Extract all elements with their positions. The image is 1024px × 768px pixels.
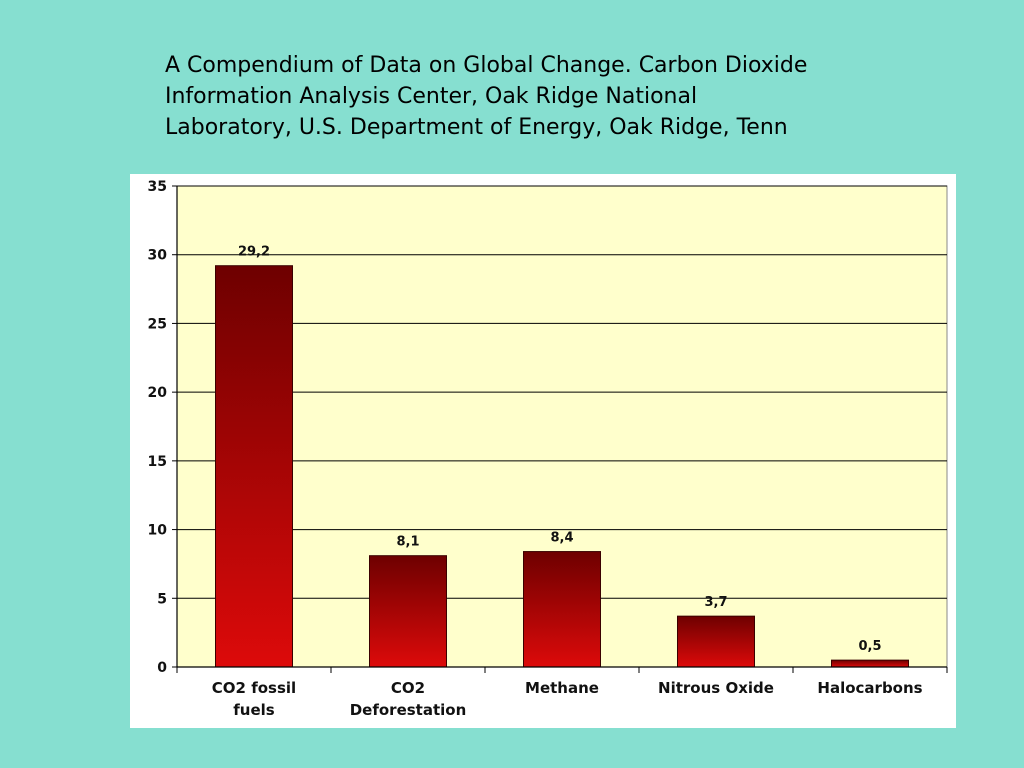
x-category-label-line: Methane — [525, 679, 599, 697]
bar — [215, 265, 293, 668]
y-tick-label: 5 — [157, 591, 167, 607]
bar — [369, 555, 447, 668]
data-label: 29,2 — [238, 245, 270, 260]
x-category-label: Methane — [525, 679, 599, 697]
x-category-label-line: fuels — [233, 701, 275, 719]
title-line-2: Information Analysis Center, Oak Ridge N… — [165, 84, 698, 109]
y-tick-label: 10 — [148, 523, 168, 539]
x-category-label-line: Nitrous Oxide — [658, 679, 774, 697]
x-category-label: Nitrous Oxide — [658, 679, 774, 697]
x-category-label: Halocarbons — [817, 679, 922, 697]
y-tick-label: 35 — [148, 179, 167, 195]
bar-chart: 0 5 10 15 20 25 30 35 29,2 CO2 fossil fuels 8,1 CO2 D… — [148, 179, 948, 719]
x-category-label-line: CO2 fossil — [212, 679, 296, 697]
x-category-label: CO2 fossil fuels — [212, 679, 296, 719]
data-label: 8,4 — [550, 531, 573, 546]
data-label: 8,1 — [396, 535, 419, 550]
bar — [831, 659, 909, 668]
title-line-3: Laboratory, U.S. Department of Energy, O… — [165, 115, 788, 140]
y-tick-label: 20 — [148, 385, 168, 401]
y-tick-label: 30 — [148, 248, 168, 264]
slide-title: A Compendium of Data on Global Change. C… — [165, 50, 955, 143]
gridlines — [177, 185, 947, 599]
labels: 0 5 10 15 20 25 30 35 29,2 CO2 fossil fuels 8,1 CO2 D… — [148, 179, 923, 719]
y-tick-label: 15 — [148, 454, 167, 470]
data-label: 0,5 — [858, 639, 881, 654]
x-category-label: CO2 Deforestation — [350, 679, 467, 719]
y-tick-label: 0 — [157, 660, 167, 676]
bar — [677, 615, 755, 668]
x-category-label-line: Halocarbons — [817, 679, 922, 697]
axes — [172, 185, 948, 673]
chart-panel: 0 5 10 15 20 25 30 35 29,2 CO2 fossil fuels 8,1 CO2 D… — [130, 174, 956, 728]
x-category-label-line: CO2 — [391, 679, 425, 697]
bar — [523, 551, 601, 668]
title-line-1: A Compendium of Data on Global Change. C… — [165, 53, 808, 78]
x-category-label-line: Deforestation — [350, 701, 467, 719]
y-tick-label: 25 — [148, 316, 167, 332]
bars — [215, 265, 909, 668]
data-label: 3,7 — [704, 595, 727, 610]
